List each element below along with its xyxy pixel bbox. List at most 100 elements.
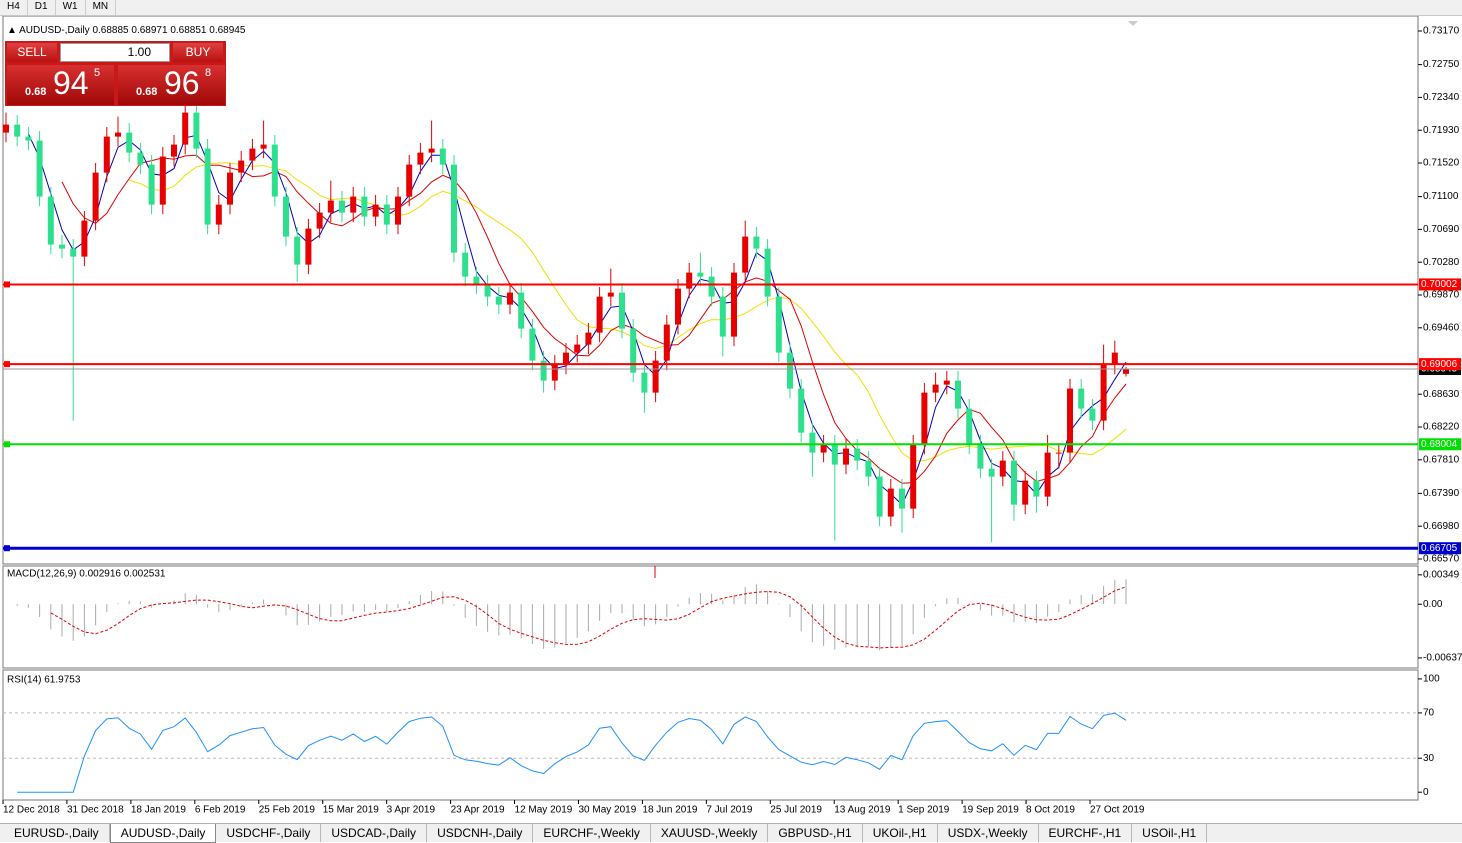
chart-tab[interactable]: GBPUSD-,H1 bbox=[768, 824, 863, 842]
chart-tab[interactable]: EURUSD-,Daily bbox=[4, 824, 110, 842]
collapse-arrow: ▲ bbox=[7, 25, 19, 36]
candle-body bbox=[294, 236, 301, 265]
chart-tab[interactable]: EURCHF-,H1 bbox=[1039, 824, 1133, 842]
y-tick-label: 0.68630 bbox=[1423, 389, 1460, 400]
candle-body bbox=[115, 132, 121, 137]
candle-body bbox=[1078, 388, 1085, 409]
macd-signal bbox=[50, 586, 1127, 649]
candle-body bbox=[619, 292, 625, 329]
candle-body bbox=[955, 380, 961, 409]
candle-body bbox=[227, 172, 233, 205]
timeframe-button[interactable]: W1 bbox=[56, 0, 86, 15]
chart-tab[interactable]: EURCHF-,Weekly bbox=[533, 824, 651, 842]
candle-body bbox=[428, 148, 435, 153]
x-tick-label: 13 Aug 2019 bbox=[834, 805, 891, 816]
candle-body bbox=[921, 392, 928, 445]
chart-tab[interactable]: USDCHF-,Daily bbox=[216, 824, 322, 842]
y-tick-label: 0.67390 bbox=[1423, 488, 1460, 499]
moving-average bbox=[129, 162, 1127, 462]
volume-input[interactable]: 1.00 bbox=[60, 43, 170, 62]
x-tick-label: 18 Jun 2019 bbox=[642, 805, 697, 816]
level-label-box bbox=[1419, 278, 1461, 291]
candle-body bbox=[731, 272, 737, 337]
buy-button[interactable]: BUY bbox=[173, 43, 223, 62]
y-tick-label: 0.72340 bbox=[1423, 92, 1460, 103]
y-tick-label: 0.69460 bbox=[1423, 322, 1460, 333]
level-label-box bbox=[1419, 358, 1461, 371]
candle-body bbox=[249, 148, 256, 161]
candle-body bbox=[719, 296, 726, 337]
macd-panel bbox=[2, 565, 1419, 669]
candle-body bbox=[473, 276, 480, 285]
candle-body bbox=[3, 124, 9, 133]
chart-tab[interactable]: AUDUSD-,Daily bbox=[109, 824, 217, 843]
ask-quote[interactable]: 0.68 96 8 bbox=[118, 65, 225, 105]
candle-body bbox=[451, 164, 457, 253]
one-click-trading: SELL 1.00 BUY 0.68 94 5 0.68 96 8 bbox=[5, 41, 226, 106]
candle-body bbox=[753, 236, 760, 249]
timeframe-button[interactable]: MN bbox=[86, 0, 117, 15]
x-tick-label: 1 Sep 2019 bbox=[898, 805, 950, 816]
chart-tab[interactable]: USOil-,H1 bbox=[1132, 824, 1208, 842]
price-prefix: 0.68 bbox=[25, 86, 47, 98]
y-tick-label: 100 bbox=[1423, 674, 1440, 685]
candle-body bbox=[350, 196, 357, 213]
candle-body bbox=[1044, 452, 1051, 497]
level-label: 0.70002 bbox=[1421, 279, 1458, 290]
candle-body bbox=[630, 328, 637, 373]
y-tick-label: 0.71930 bbox=[1423, 125, 1460, 136]
level-label-box bbox=[1419, 438, 1461, 451]
ohlc-value: 0.68851 bbox=[170, 25, 207, 36]
candle-body bbox=[193, 112, 200, 149]
candle-body bbox=[70, 248, 77, 257]
candle-body bbox=[596, 296, 603, 333]
y-tick-label: 0.00349 bbox=[1423, 569, 1460, 580]
timeframe-button[interactable]: D1 bbox=[28, 0, 56, 15]
candle-body bbox=[932, 384, 939, 393]
chart-tab[interactable]: USDX-,Weekly bbox=[938, 824, 1039, 842]
candle-body bbox=[361, 196, 368, 217]
price-prefix: 0.68 bbox=[136, 86, 158, 98]
chart-tab[interactable]: XAUUSD-,Weekly bbox=[651, 824, 769, 842]
candle-body bbox=[843, 448, 849, 465]
candle-body bbox=[36, 140, 43, 197]
level-label-box bbox=[1419, 542, 1461, 555]
rsi-line bbox=[17, 712, 1127, 793]
candle-body bbox=[395, 196, 401, 225]
candle-body bbox=[1033, 480, 1040, 497]
bid-quote[interactable]: 0.68 94 5 bbox=[7, 65, 114, 105]
level-handle bbox=[4, 361, 10, 368]
shift-marker bbox=[1128, 21, 1138, 26]
y-tick-label: 0.66980 bbox=[1423, 521, 1460, 532]
timeframe-button[interactable]: H4 bbox=[0, 0, 28, 15]
y-tick-label: 0 bbox=[1423, 787, 1429, 798]
candle-body bbox=[943, 380, 950, 385]
candle-body bbox=[204, 148, 211, 225]
candle-body bbox=[14, 124, 21, 137]
candle-body bbox=[462, 252, 469, 277]
rsi-label: RSI(14) 61.9753 bbox=[7, 675, 81, 686]
candle-body bbox=[171, 144, 177, 157]
x-tick-label: 8 Oct 2019 bbox=[1026, 805, 1075, 816]
ohlc-value: 0.68971 bbox=[131, 25, 168, 36]
y-tick-label: 0.66570 bbox=[1423, 554, 1460, 565]
candle-body bbox=[899, 488, 905, 509]
x-tick-label: 12 Dec 2018 bbox=[3, 805, 60, 816]
chart-tab[interactable]: USDCAD-,Daily bbox=[321, 824, 428, 842]
chart-tab[interactable]: USDCNH-,Daily bbox=[427, 824, 534, 842]
candle-body bbox=[1123, 369, 1129, 374]
candle-body bbox=[820, 444, 827, 453]
x-tick-label: 25 Feb 2019 bbox=[259, 805, 316, 816]
candle-body bbox=[563, 352, 569, 365]
candle-body bbox=[215, 204, 222, 225]
ohlc-value: 0.68885 bbox=[92, 25, 129, 36]
chart-tab[interactable]: UKOil-,H1 bbox=[863, 824, 938, 842]
y-tick-label: 30 bbox=[1423, 753, 1435, 764]
y-tick-label: 0.71520 bbox=[1423, 158, 1460, 169]
candle-body bbox=[686, 272, 693, 289]
x-tick-label: 30 May 2019 bbox=[578, 805, 636, 816]
sell-button[interactable]: SELL bbox=[7, 43, 57, 62]
candle-body bbox=[865, 460, 872, 477]
candle-body bbox=[126, 132, 133, 153]
